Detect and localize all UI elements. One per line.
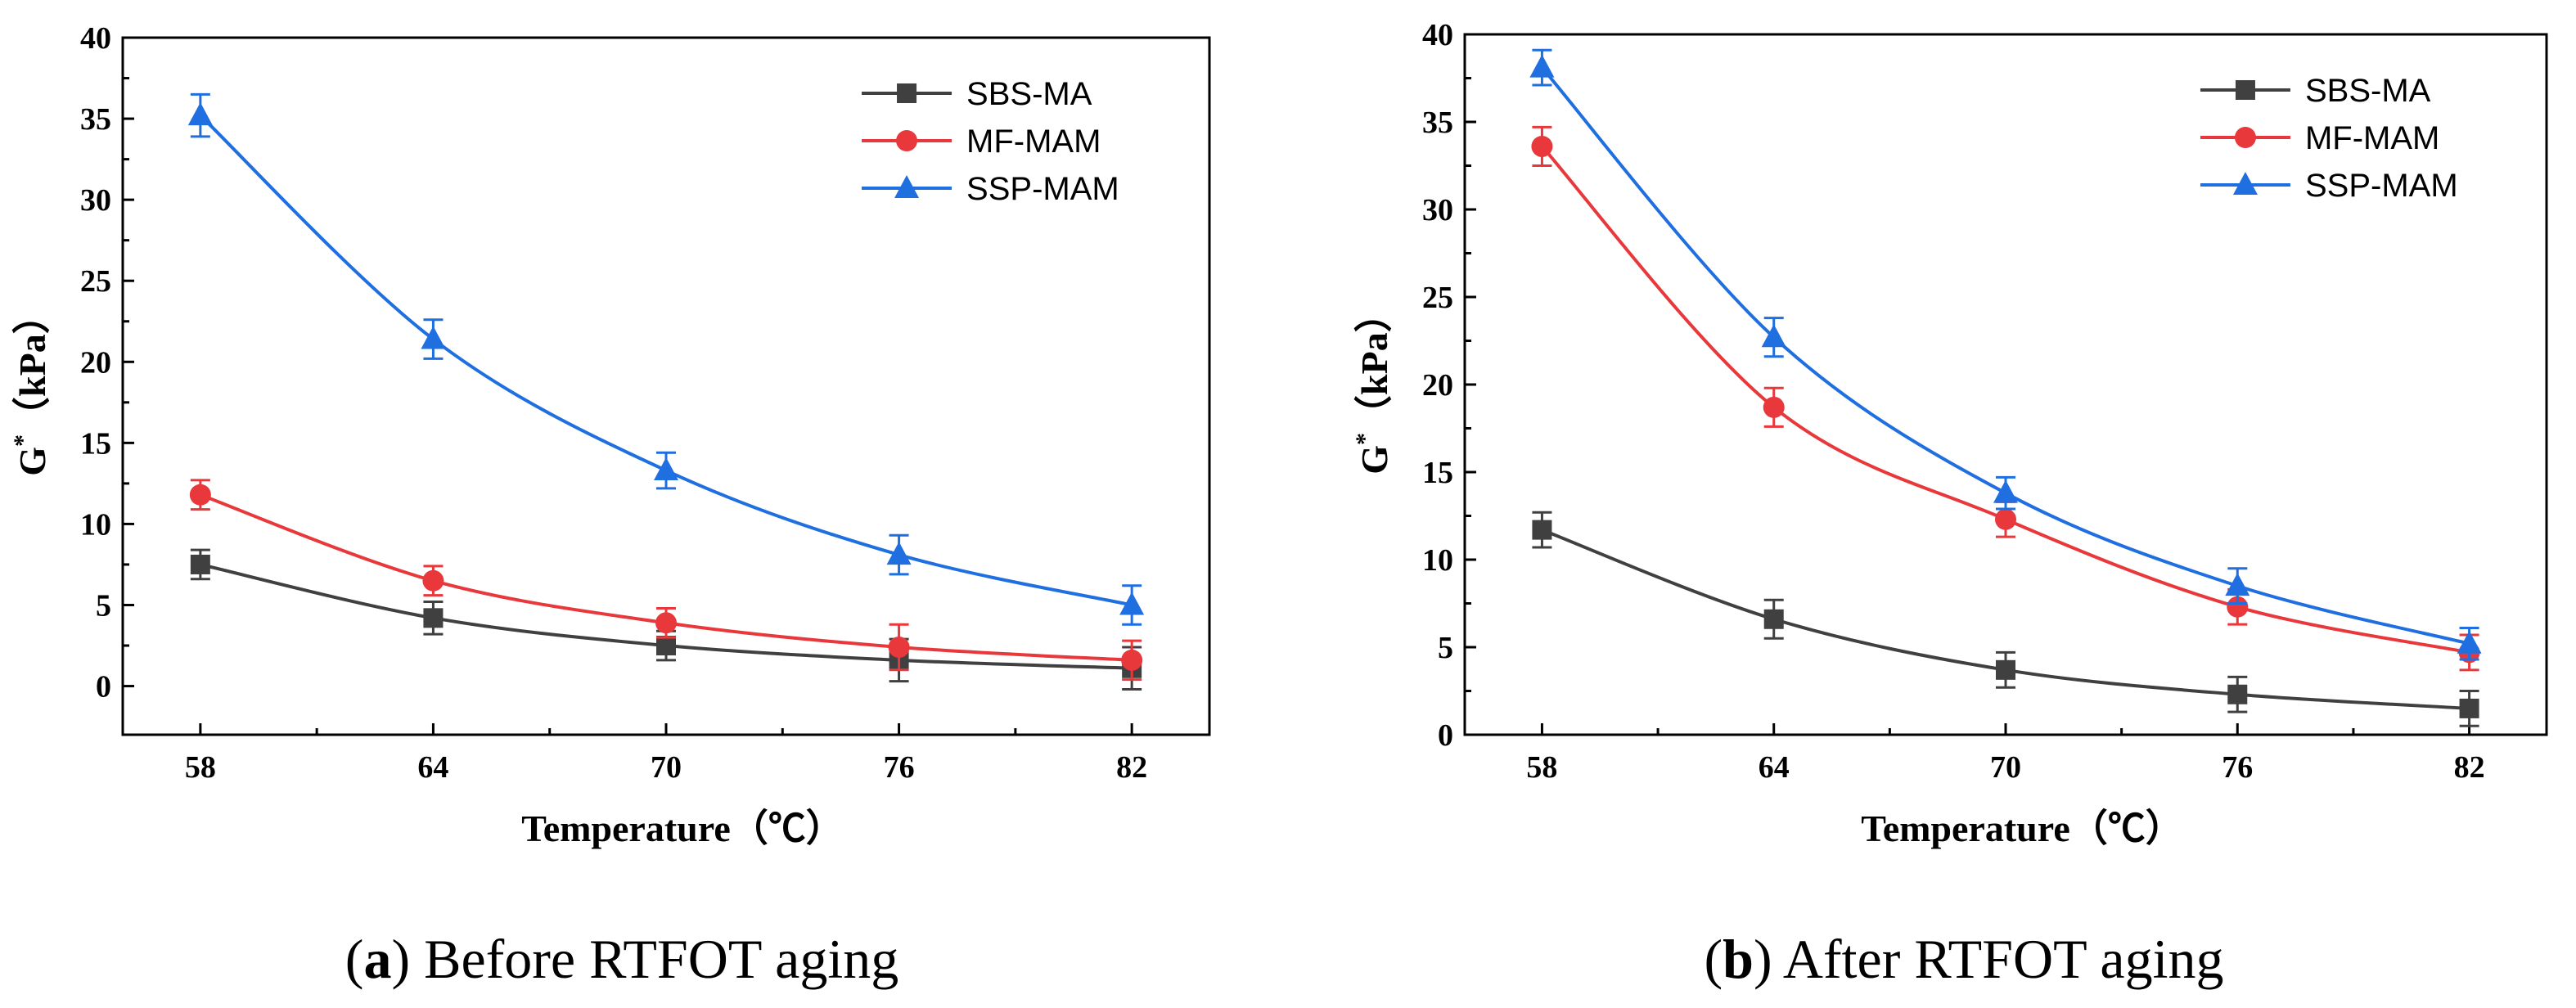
pa-mf-mam-point-70 xyxy=(655,612,677,634)
pb-ssp-mam-point-76 xyxy=(2225,573,2250,596)
pb-y-tick-label-40: 40 xyxy=(1422,18,1453,52)
pa-ssp-mam-point-64 xyxy=(421,326,446,349)
pb-legend-item-ssp-mam: SSP-MAM xyxy=(2200,168,2458,204)
pa-mf-mam-point-58 xyxy=(189,484,211,506)
pa-caption: (a) Before RTFOT aging xyxy=(345,928,898,990)
pb-mf-mam-line xyxy=(1540,145,2470,655)
pb-x-tick-label-76: 76 xyxy=(2222,750,2253,785)
pa-x-tick-label-82: 82 xyxy=(1116,750,1147,785)
pb-legend-label-mf-mam: MF-MAM xyxy=(2305,120,2439,156)
pa-sbs-ma-point-64 xyxy=(423,608,444,628)
pb-sbs-ma-point-64 xyxy=(1763,609,1784,629)
pa-ssp-mam-point-58 xyxy=(187,102,213,126)
pb-ssp-mam-point-82 xyxy=(2457,630,2482,654)
pa-y-tick-label-5: 5 xyxy=(96,588,111,623)
pb-legend-marker-sbs-ma xyxy=(2235,80,2255,100)
pb-y-tick-label-35: 35 xyxy=(1422,106,1453,140)
pa-x-tick-label-64: 64 xyxy=(417,750,448,785)
pa-legend-item-mf-mam: MF-MAM xyxy=(862,124,1101,160)
pb-y-tick-label-15: 15 xyxy=(1422,456,1453,490)
pb-legend-label-sbs-ma: SBS-MA xyxy=(2305,73,2431,109)
pb-x-axis-title: Temperature（℃） xyxy=(1861,808,2183,849)
pb-y-tick-label-10: 10 xyxy=(1422,543,1453,578)
pa-y-tick-label-15: 15 xyxy=(80,426,111,461)
pa-x-tick-label-76: 76 xyxy=(884,750,915,785)
pa-legend-item-sbs-ma: SBS-MA xyxy=(862,76,1092,112)
panel-a: 0 5 10 15 20 25 30 35 40 58 64 70 76 82 Temperature（℃）… xyxy=(9,21,1211,990)
pb-ssp-mam-point-64 xyxy=(1761,324,1786,348)
pa-legend-item-ssp-mam: SSP-MAM xyxy=(862,171,1119,207)
pb-series-mf-mam xyxy=(1531,125,2480,672)
pa-legend-label-mf-mam: MF-MAM xyxy=(966,124,1101,160)
pb-legend: SBS-MA MF-MAM SSP-MAM xyxy=(2200,73,2458,204)
pb-y-tick-label-30: 30 xyxy=(1422,193,1453,227)
pb-series-sbs-ma xyxy=(1532,511,2479,727)
pa-sbs-ma-point-70 xyxy=(656,636,676,656)
pb-y-tick-label-25: 25 xyxy=(1422,281,1453,315)
pa-sbs-ma-point-58 xyxy=(190,554,210,574)
pb-mf-mam-point-58 xyxy=(1531,135,1553,157)
pa-ssp-mam-point-76 xyxy=(886,542,912,565)
pa-legend-label-ssp-mam: SSP-MAM xyxy=(966,171,1119,207)
pa-y-tick-label-35: 35 xyxy=(80,102,111,137)
pa-legend-marker-sbs-ma xyxy=(897,83,917,103)
pa-y-tick-label-20: 20 xyxy=(80,345,111,380)
pa-legend-marker-mf-mam xyxy=(896,130,918,151)
pb-sbs-ma-point-82 xyxy=(2459,698,2479,718)
pa-series-mf-mam xyxy=(189,479,1143,682)
pa-legend-marker-ssp-mam xyxy=(894,175,920,198)
pa-ssp-mam-point-82 xyxy=(1119,592,1145,615)
pb-y-tick-label-5: 5 xyxy=(1438,631,1453,665)
pb-legend-marker-ssp-mam xyxy=(2232,172,2258,195)
pb-caption: (b) After RTFOT aging xyxy=(1705,928,2224,990)
pb-x-tick-label-58: 58 xyxy=(1526,750,1557,785)
pb-sbs-ma-point-76 xyxy=(2227,684,2248,704)
pb-y-axis-title: G*（kPa） xyxy=(1351,295,1395,474)
pa-x-tick-label-70: 70 xyxy=(651,750,682,785)
pa-ssp-mam-line xyxy=(199,114,1133,607)
pa-y-tick-label-25: 25 xyxy=(80,264,111,299)
pb-y-tick-label-0: 0 xyxy=(1438,718,1453,753)
pb-ssp-mam-point-70 xyxy=(1993,479,2018,503)
pb-series-ssp-mam xyxy=(1529,48,2482,661)
pa-y-axis-title: G*（kPa） xyxy=(9,296,53,475)
pb-y-tick-label-20: 20 xyxy=(1422,368,1453,403)
pa-x-axis-title: Temperature（℃） xyxy=(521,808,844,849)
pb-legend-marker-mf-mam xyxy=(2234,127,2256,148)
pa-mf-mam-point-64 xyxy=(422,569,444,592)
pa-y-tick-label-30: 30 xyxy=(80,183,111,218)
pb-ssp-mam-point-58 xyxy=(1529,54,1555,78)
pa-series-ssp-mam xyxy=(187,92,1145,626)
panel-b: 0 5 10 15 20 25 30 35 40 58 64 70 76 82 Temperature（℃）… xyxy=(1351,18,2548,990)
pb-legend-label-ssp-mam: SSP-MAM xyxy=(2305,168,2458,204)
pa-x-tick-label-58: 58 xyxy=(185,750,216,785)
pb-x-tick-label-82: 82 xyxy=(2454,750,2485,785)
pb-mf-mam-point-76 xyxy=(2227,596,2249,618)
pb-mf-mam-point-70 xyxy=(1995,508,2016,530)
pb-legend-item-sbs-ma: SBS-MA xyxy=(2200,73,2431,109)
pa-legend-label-sbs-ma: SBS-MA xyxy=(966,76,1092,112)
pb-legend-item-mf-mam: MF-MAM xyxy=(2200,120,2439,156)
pa-mf-mam-point-76 xyxy=(888,637,910,659)
pb-sbs-ma-point-58 xyxy=(1532,520,1552,540)
pa-y-tick-label-40: 40 xyxy=(80,21,111,56)
pb-sbs-ma-point-70 xyxy=(1996,659,2015,680)
pa-legend: SBS-MA MF-MAM SSP-MAM xyxy=(862,76,1119,207)
pb-mf-mam-point-64 xyxy=(1763,396,1785,418)
pa-y-tick-label-10: 10 xyxy=(80,507,111,542)
pb-x-tick-label-70: 70 xyxy=(1990,750,2021,785)
pa-ssp-mam-point-70 xyxy=(654,457,678,481)
pa-y-tick-label-0: 0 xyxy=(96,670,111,704)
pa-mf-mam-point-82 xyxy=(1121,649,1143,671)
pb-x-tick-label-64: 64 xyxy=(1759,750,1790,785)
pb-ssp-mam-line xyxy=(1540,66,2470,646)
